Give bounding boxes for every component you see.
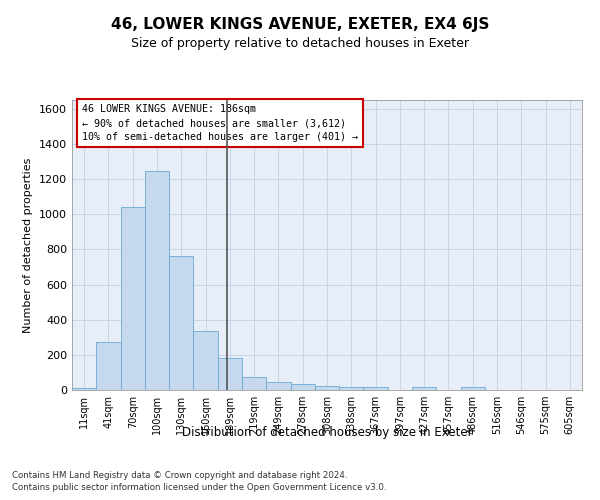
Bar xyxy=(266,382,290,390)
Bar xyxy=(96,342,121,390)
Bar xyxy=(218,358,242,390)
Bar xyxy=(72,388,96,390)
Bar xyxy=(169,256,193,390)
Bar xyxy=(193,331,218,390)
Text: 46 LOWER KINGS AVENUE: 186sqm
← 90% of detached houses are smaller (3,612)
10% o: 46 LOWER KINGS AVENUE: 186sqm ← 90% of d… xyxy=(82,104,358,142)
Bar xyxy=(315,386,339,390)
Bar xyxy=(121,207,145,390)
Text: 46, LOWER KINGS AVENUE, EXETER, EX4 6JS: 46, LOWER KINGS AVENUE, EXETER, EX4 6JS xyxy=(111,18,489,32)
Bar xyxy=(145,171,169,390)
Bar xyxy=(242,377,266,390)
Text: Distribution of detached houses by size in Exeter: Distribution of detached houses by size … xyxy=(182,426,472,439)
Bar xyxy=(339,388,364,390)
Text: Contains public sector information licensed under the Open Government Licence v3: Contains public sector information licen… xyxy=(12,484,386,492)
Bar xyxy=(364,388,388,390)
Bar xyxy=(290,384,315,390)
Text: Contains HM Land Registry data © Crown copyright and database right 2024.: Contains HM Land Registry data © Crown c… xyxy=(12,471,347,480)
Text: Size of property relative to detached houses in Exeter: Size of property relative to detached ho… xyxy=(131,38,469,51)
Y-axis label: Number of detached properties: Number of detached properties xyxy=(23,158,34,332)
Bar xyxy=(412,388,436,390)
Bar xyxy=(461,388,485,390)
